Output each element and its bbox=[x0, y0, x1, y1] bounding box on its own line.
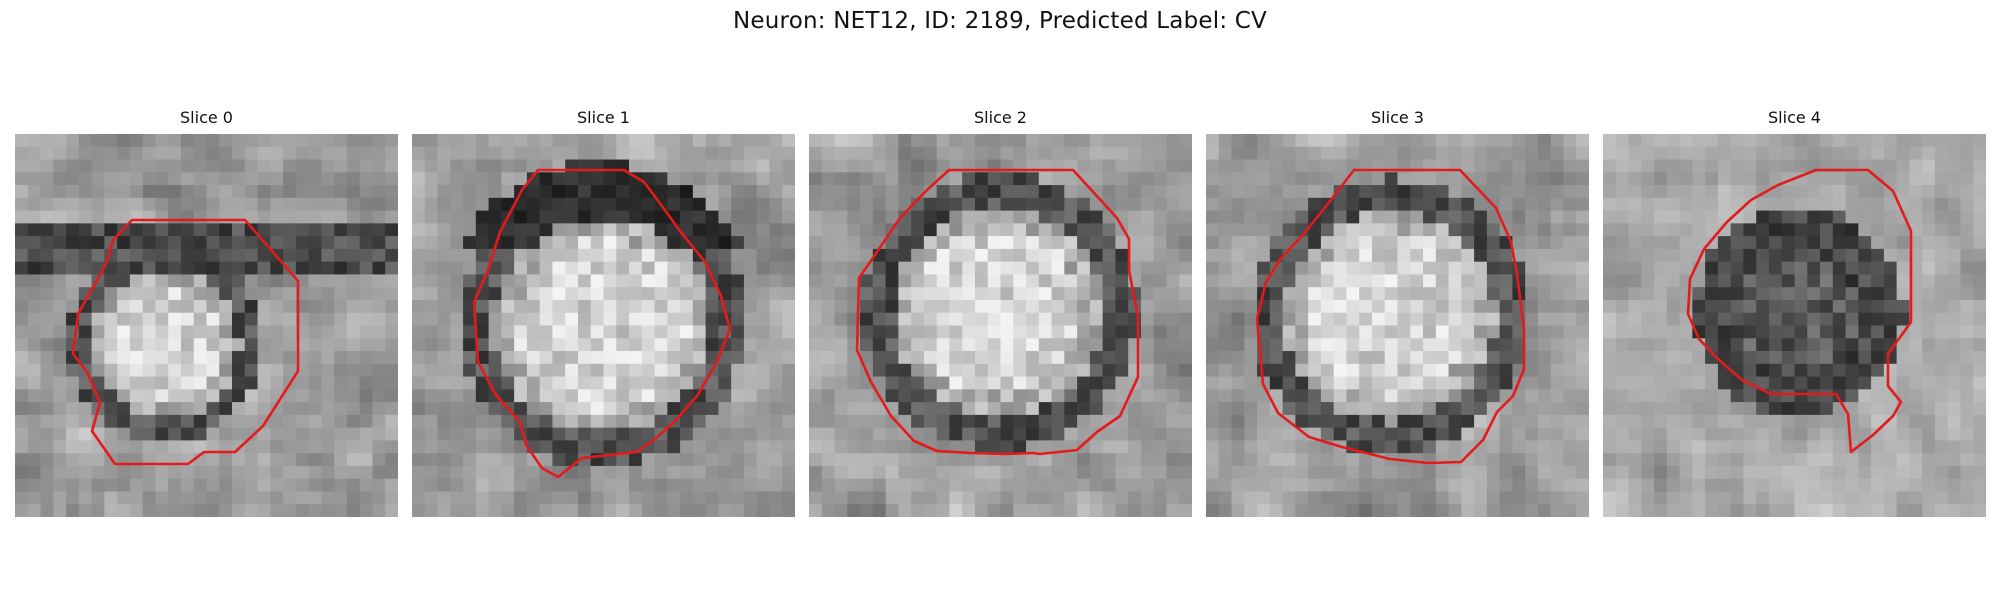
red-contour bbox=[1686, 168, 1913, 454]
grayscale-pixel-grid bbox=[1206, 134, 1589, 517]
panel-title-slice-2: Slice 2 bbox=[974, 108, 1027, 127]
slice-image-canvas-0 bbox=[15, 134, 398, 517]
panel-title-slice-4: Slice 4 bbox=[1768, 108, 1821, 127]
slice-image-0 bbox=[15, 134, 398, 517]
figure-title: Neuron: NET12, ID: 2189, Predicted Label… bbox=[733, 8, 1267, 34]
grayscale-pixel-grid bbox=[1603, 134, 1986, 517]
red-contour bbox=[855, 168, 1140, 456]
red-contour bbox=[71, 218, 300, 466]
panel-title-slice-3: Slice 3 bbox=[1371, 108, 1424, 127]
slice-image-3 bbox=[1206, 134, 1589, 517]
slice-image-2 bbox=[809, 134, 1192, 517]
slice-image-canvas-2 bbox=[809, 134, 1192, 517]
slice-image-4 bbox=[1603, 134, 1986, 517]
red-contour bbox=[1255, 168, 1526, 465]
grayscale-pixel-grid bbox=[412, 134, 795, 517]
panel-title-slice-0: Slice 0 bbox=[180, 108, 233, 127]
grayscale-pixel-grid bbox=[809, 134, 1192, 517]
slice-image-canvas-3 bbox=[1206, 134, 1589, 517]
panel-title-slice-1: Slice 1 bbox=[577, 108, 630, 127]
slice-image-canvas-4 bbox=[1603, 134, 1986, 517]
red-contour bbox=[472, 168, 732, 479]
slice-image-canvas-1 bbox=[412, 134, 795, 517]
grayscale-pixel-grid bbox=[15, 134, 398, 517]
slice-image-1 bbox=[412, 134, 795, 517]
